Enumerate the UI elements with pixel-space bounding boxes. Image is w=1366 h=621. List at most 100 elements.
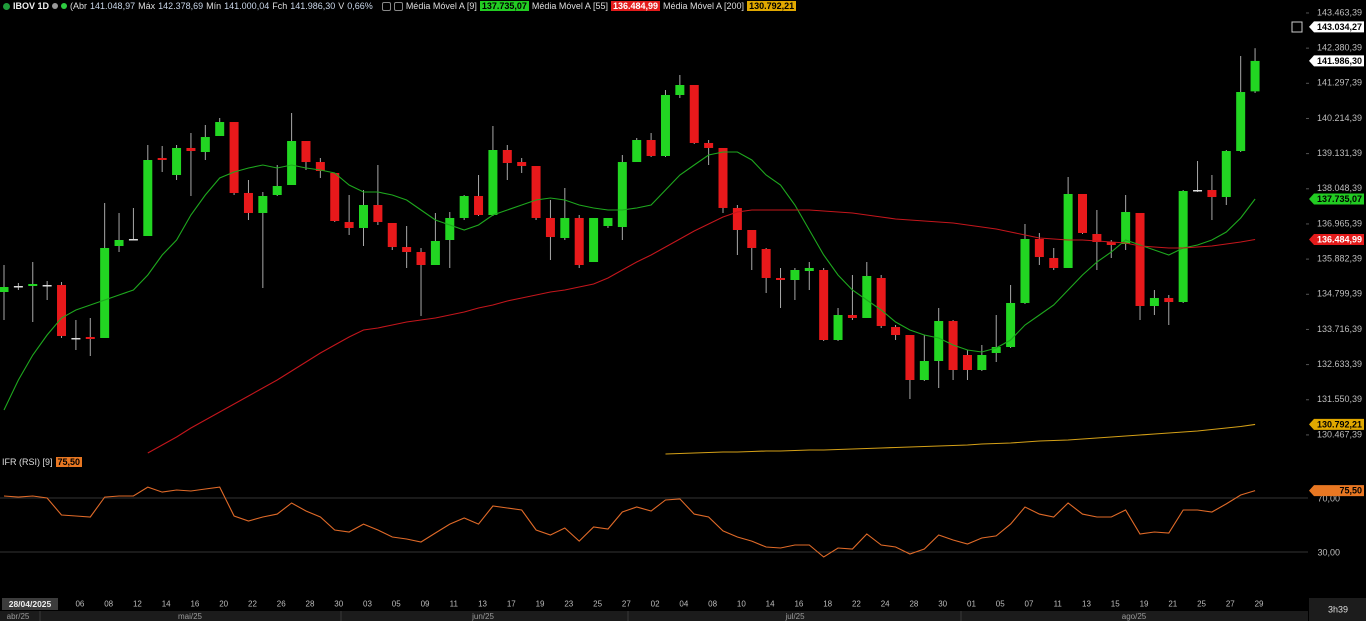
collapse-icon[interactable] <box>381 1 391 11</box>
x-tick-label: 30 <box>334 600 343 609</box>
x-tick-label: 17 <box>507 600 516 609</box>
x-tick-label: 25 <box>593 600 602 609</box>
add-icon[interactable] <box>393 1 403 11</box>
symbol: IBOV 1D <box>13 1 50 11</box>
ma-name: Média Móvel A [55] <box>531 1 608 11</box>
x-tick-label: 14 <box>162 600 171 609</box>
candle-body <box>128 238 138 241</box>
candle-body <box>1034 238 1044 258</box>
candle-body <box>790 270 800 280</box>
candle-body <box>1221 151 1231 198</box>
y-tick-label: 131.550,39 <box>1317 394 1362 404</box>
x-tick-label: 23 <box>564 600 573 609</box>
candle-body <box>1250 60 1260 92</box>
x-tick-label: 27 <box>622 600 631 609</box>
candle-body <box>71 337 81 340</box>
rsi-tick-label: 30,00 <box>1317 547 1340 557</box>
y-tick-label: 142.380,39 <box>1317 43 1362 53</box>
month-label: jun/25 <box>471 612 494 621</box>
candle-body <box>1236 92 1246 152</box>
candle-body <box>531 166 541 218</box>
candle-body <box>1063 193 1073 268</box>
x-tick-label: 13 <box>1082 600 1091 609</box>
candle-body <box>243 192 253 213</box>
menu-icon[interactable] <box>52 3 59 9</box>
moving-average-line <box>3 151 1256 411</box>
candle-body <box>330 172 340 222</box>
rsi-tick-label: 70,00 <box>1317 493 1340 503</box>
candle-body <box>1020 238 1030 303</box>
month-strip <box>0 611 1308 621</box>
time-left: 3h39 <box>1328 604 1348 614</box>
high-value: 142.378,69 <box>158 1 204 11</box>
candle-body <box>962 355 972 370</box>
x-tick-label: 20 <box>219 600 228 609</box>
candle-body <box>1078 193 1087 233</box>
ma-name: Média Móvel A [9] <box>405 1 477 11</box>
candle-body <box>272 186 282 195</box>
candle-body <box>445 217 455 240</box>
candle-body <box>1149 297 1159 307</box>
candle-body <box>545 217 555 238</box>
candle-body <box>114 240 124 247</box>
candle-body <box>1121 212 1131 244</box>
candle-body <box>42 285 52 287</box>
x-tick-label: 19 <box>1140 600 1149 609</box>
candle-body <box>776 277 786 280</box>
candle-body <box>359 205 368 228</box>
candle-body <box>215 122 225 137</box>
x-tick-label: 11 <box>1054 600 1063 609</box>
candle-body <box>13 286 23 288</box>
moving-average-tag <box>1309 193 1364 205</box>
candle-body <box>57 285 67 337</box>
x-tick-label: 07 <box>1025 600 1034 609</box>
rsi-line <box>3 486 1256 558</box>
ma-value: 130.792,21 <box>747 1 797 11</box>
x-tick-label: 15 <box>1111 600 1120 609</box>
candle-body <box>402 247 412 253</box>
x-tick-label: 22 <box>248 600 257 609</box>
candle-body <box>1049 257 1059 268</box>
change-value: 0,66% <box>347 1 373 11</box>
candle-body <box>474 196 484 215</box>
candle-body <box>100 247 110 338</box>
x-tick-label: 04 <box>679 600 688 609</box>
moving-average-tag-label: 130.792,21 <box>1317 419 1362 429</box>
candle-body <box>416 252 426 265</box>
moving-average-line <box>665 423 1256 455</box>
last-price-tag <box>1309 55 1364 67</box>
candle-body <box>1006 302 1016 348</box>
candle-body <box>1164 297 1174 303</box>
x-tick-label: 14 <box>766 600 775 609</box>
x-tick-label: 02 <box>651 600 660 609</box>
y-tick-label: 138.048,39 <box>1317 183 1362 193</box>
candle-body <box>229 122 239 193</box>
x-tick-label: 12 <box>133 600 142 609</box>
candle-body <box>1178 191 1188 303</box>
y-tick-label: 139.131,39 <box>1317 148 1362 158</box>
x-tick-label: 01 <box>967 600 976 609</box>
candle-body <box>258 196 268 213</box>
candle-body <box>560 217 570 238</box>
candle-body <box>660 95 670 157</box>
candle-body <box>301 141 311 163</box>
status-icon <box>61 3 68 9</box>
rsi-value: 75,50 <box>55 457 83 467</box>
moving-average-line <box>147 209 1256 454</box>
low-name: Mín <box>206 1 222 11</box>
flag-icon <box>3 2 10 10</box>
x-tick-label: 05 <box>996 600 1005 609</box>
ma-value: 136.484,99 <box>610 1 660 11</box>
x-tick-label: 16 <box>190 600 199 609</box>
y-tick-label: 130.467,39 <box>1317 429 1362 439</box>
x-tick-label: 11 <box>450 600 459 609</box>
y-tick-label: 143.463,39 <box>1317 7 1362 17</box>
x-tick-label: 28 <box>306 600 315 609</box>
candle-body <box>819 270 829 340</box>
crosshair-icon[interactable] <box>1291 21 1303 33</box>
candle-body <box>574 217 584 265</box>
candle-body <box>186 147 196 152</box>
candle-body <box>200 137 210 153</box>
x-tick-label: 10 <box>737 600 746 609</box>
